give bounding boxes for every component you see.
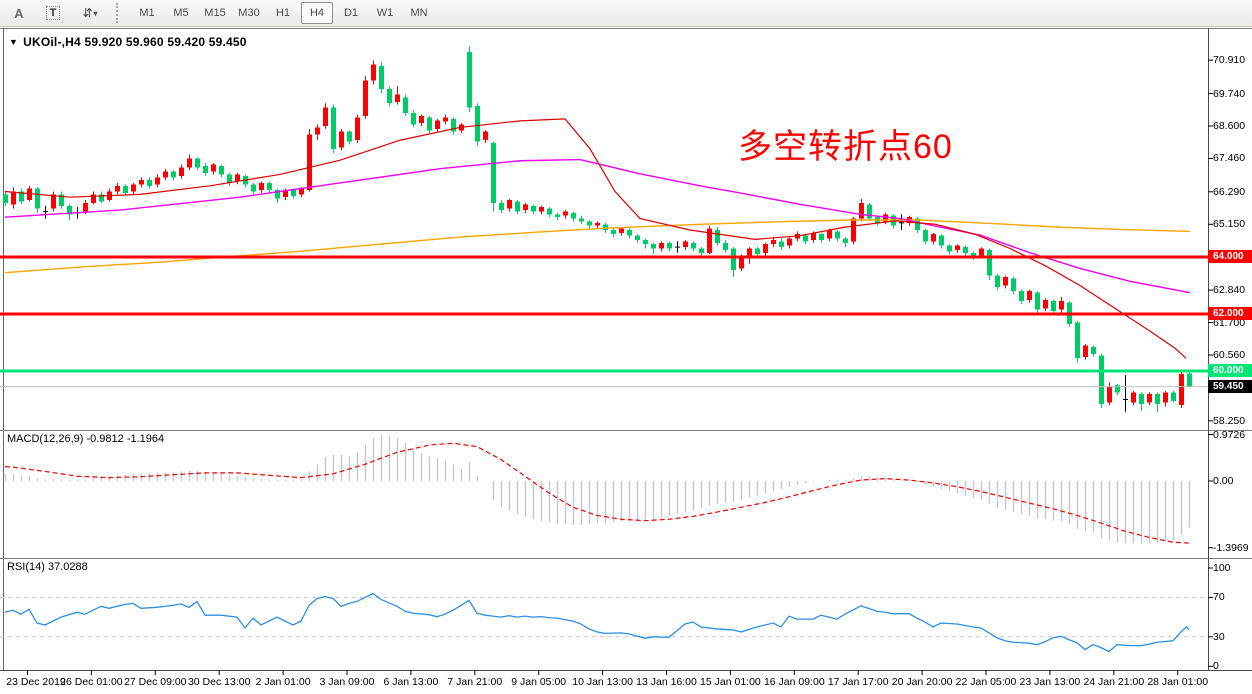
time-axis-label: 6 Jan 13:00 xyxy=(383,676,439,688)
timeframe-button-M1[interactable]: M1 xyxy=(139,7,155,19)
arrange-objects-button[interactable]: ⇵ ▾ xyxy=(74,2,106,25)
chevron-down-icon: ▾ xyxy=(93,8,98,18)
time-axis-label: 28 Jan 01:00 xyxy=(1147,676,1209,688)
symbol-title-text: UKOil-,H4 59.920 59.960 59.420 59.450 xyxy=(23,35,247,49)
timeframe-button-H1[interactable]: H1 xyxy=(275,7,291,19)
time-axis-label: 30 Dec 13:00 xyxy=(187,676,251,688)
price-badge-60.000: 60.000 xyxy=(1208,364,1252,377)
time-axis-label: 17 Jan 17:00 xyxy=(827,676,889,688)
price-axis-label: 62.840 xyxy=(1213,284,1246,297)
time-axis-label: 13 Jan 16:00 xyxy=(636,676,697,688)
time-axis-label: 22 Jan 05:00 xyxy=(955,676,1017,688)
time-axis-label: 2 Jan 01:00 xyxy=(255,676,311,688)
time-axis-label: 27 Dec 09:00 xyxy=(124,676,187,688)
rsi-axis-label: 30 xyxy=(1213,630,1225,643)
cursor-tool-button[interactable]: A xyxy=(6,2,32,25)
timeframe-toolbar: M1 M5 M15 M30 H1 H4 D1 W1 MN xyxy=(130,2,436,24)
timeframe-button-MN[interactable]: MN xyxy=(410,7,428,19)
time-axis-label: 16 Jan 09:00 xyxy=(763,676,825,688)
price-axis-label: 60.560 xyxy=(1213,349,1246,362)
macd-indicator-label: MACD(12,26,9) -0.9812 -1.1964 xyxy=(7,433,165,445)
chart-annotation: 多空转折点60 xyxy=(738,128,953,166)
price-axis-label: 58.250 xyxy=(1213,414,1246,427)
rsi-axis-label: 100 xyxy=(1213,562,1231,574)
time-axis-label: 24 Jan 21:00 xyxy=(1083,676,1145,688)
timeframe-button-M30[interactable]: M30 xyxy=(238,7,260,19)
timeframe-button-D1[interactable]: D1 xyxy=(343,7,359,19)
rsi-axis-label: 70 xyxy=(1213,591,1225,604)
macd-axis-label: 0.9726 xyxy=(1213,428,1246,441)
price-badge-59.450: 59.450 xyxy=(1208,379,1252,393)
cursor-tool-label: A xyxy=(14,5,24,21)
price-badge-62.000: 62.000 xyxy=(1208,307,1252,321)
toolbar: A T ⇵ ▾ M1 M5 M15 M30 H1 H4 D1 W1 MN xyxy=(0,0,1252,27)
time-axis-label: 23 Jan 13:00 xyxy=(1019,676,1081,688)
time-axis-label: 20 Jan 20:00 xyxy=(891,676,953,688)
price-axis-label: 68.600 xyxy=(1213,119,1246,132)
time-axis-label: 15 Jan 01:00 xyxy=(700,676,761,688)
rsi-indicator-label: RSI(14) 37.0288 xyxy=(7,561,88,573)
toolbar-grip[interactable] xyxy=(116,3,124,23)
timeframe-button-H4[interactable]: H4 xyxy=(301,2,333,24)
price-badge-64.000: 64.000 xyxy=(1208,250,1252,264)
price-axis-label: 69.740 xyxy=(1213,87,1246,100)
timeframe-button-W1[interactable]: W1 xyxy=(376,7,394,19)
time-axis-label: 26 Dec 01:00 xyxy=(60,676,123,688)
macd-axis-label: 0.00 xyxy=(1213,475,1234,487)
symbol-collapse-icon[interactable]: ▼ xyxy=(9,37,19,47)
time-axis-label: 9 Jan 05:00 xyxy=(511,676,567,688)
arrange-icon: ⇵ xyxy=(82,6,93,20)
text-tool-icon: T xyxy=(45,6,61,20)
timeframe-button-M15[interactable]: M15 xyxy=(204,7,226,19)
price-axis-label: 70.910 xyxy=(1213,54,1246,67)
symbol-title: ▼ UKOil-,H4 59.920 59.960 59.420 59.450 xyxy=(9,35,247,49)
time-axis-label: 10 Jan 13:00 xyxy=(572,676,633,688)
time-axis-label: 23 Dec 2019 xyxy=(6,676,66,688)
macd-axis-label: -1.3969 xyxy=(1213,541,1249,554)
time-axis-label: 7 Jan 21:00 xyxy=(447,676,503,688)
price-axis-label: 67.460 xyxy=(1213,152,1246,165)
timeframe-button-M5[interactable]: M5 xyxy=(173,7,189,19)
rsi-axis-label: 0 xyxy=(1213,660,1219,673)
time-axis-label: 3 Jan 09:00 xyxy=(319,676,375,688)
text-tool-button[interactable]: T xyxy=(38,2,68,25)
price-axis-label: 65.150 xyxy=(1213,218,1246,231)
price-axis-label: 66.290 xyxy=(1213,185,1246,198)
